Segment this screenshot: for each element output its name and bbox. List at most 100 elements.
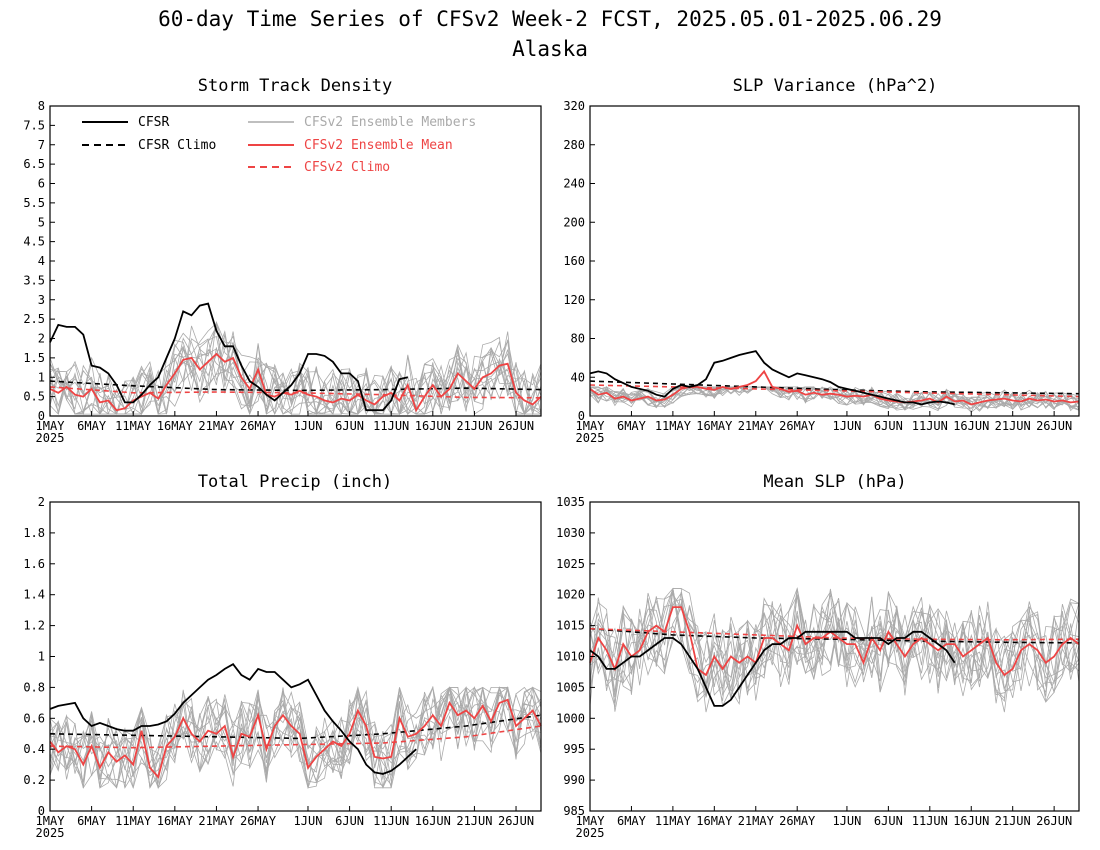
x-year-label: 2025	[36, 431, 65, 445]
y-tick-label: 1030	[556, 526, 585, 540]
series-line-cfsr-climo	[49, 380, 542, 392]
x-tick-label: 26JUN	[1036, 419, 1072, 433]
x-tick-label: 26MAY	[779, 419, 816, 433]
series-line-cfsr-climo	[589, 627, 1080, 644]
panel-plot: 0 0.5 1 1.5 2 2.5 3 3.5 4 4.5 5 5.5 6 6.5 7 7.5 8 1MAY 6MA…	[23, 99, 542, 445]
series-line-cfsr	[589, 350, 955, 406]
plot-frame	[589, 501, 1080, 812]
x-tick-label: 21JUN	[456, 419, 492, 433]
y-tick-label: 0.8	[23, 680, 45, 694]
y-tick-label: 1005	[556, 680, 585, 694]
ensemble-member-line	[49, 686, 542, 790]
plot-frame	[589, 105, 1080, 417]
x-year-label: 2025	[576, 826, 605, 840]
x-tick-label: 11JUN	[373, 419, 409, 433]
x-tick-label: 16JUN	[953, 419, 989, 433]
y-tick-label: 1.8	[23, 526, 45, 540]
x-tick-label: 6JUN	[874, 814, 903, 828]
series-line-cfsv2-climo	[49, 386, 542, 399]
y-tick-label: 1	[38, 650, 45, 664]
x-tick-label: 26MAY	[240, 814, 277, 828]
ensemble-member-line	[589, 591, 1080, 706]
x-tick-label: 26MAY	[240, 419, 277, 433]
x-tick-label: 1JUN	[294, 419, 323, 433]
y-tick-label: 0.4	[23, 742, 45, 756]
series-line-cfsr	[589, 630, 956, 707]
legend: CFSR CFSR Climo CFSv2 Ensemble Members C…	[82, 115, 476, 175]
y-tick-label: 3	[38, 293, 45, 307]
ensemble-member-line	[589, 601, 1080, 700]
series-line-cfsr	[49, 302, 409, 412]
y-tick-label: 2	[38, 332, 45, 346]
y-tick-label: 0	[578, 409, 585, 423]
ensemble-member-line	[49, 685, 542, 788]
y-tick-label: 1010	[556, 650, 585, 664]
y-tick-label: 6	[38, 177, 45, 191]
series-line-cfsr-climo	[49, 714, 542, 740]
x-tick-label: 21MAY	[738, 814, 775, 828]
y-tick-label: 6.5	[23, 157, 45, 171]
panel-total-precip: Total Precip (inch) 0 0.2 0.4 0.6 0.8 1 1.2 1.4…	[23, 472, 542, 840]
x-tick-label: 11MAY	[115, 419, 152, 433]
y-tick-label: 0.6	[23, 711, 45, 725]
x-tick-label: 21MAY	[738, 419, 775, 433]
x-tick-label: 16JUN	[415, 419, 451, 433]
x-tick-label: 6MAY	[617, 419, 647, 433]
y-tick-label: 4	[38, 254, 45, 268]
panel-mean-slp: Mean SLP (hPa) 985 990 995 1000 1005 1010 1015…	[556, 472, 1080, 840]
panel-storm-track-density: Storm Track Density 0 0.5 1 1.5 2 2.5 3 3.5 4 4.5…	[23, 76, 542, 445]
x-tick-label: 11MAY	[655, 814, 692, 828]
y-tick-label: 160	[563, 254, 585, 268]
y-tick-label: 1025	[556, 557, 585, 571]
legend-label-cfsv2-climo: CFSv2 Climo	[304, 160, 390, 175]
ensemble-member-line	[49, 322, 542, 416]
panel-title: Storm Track Density	[198, 76, 392, 96]
y-tick-label: 1.5	[23, 351, 45, 365]
x-tick-label: 11JUN	[912, 419, 948, 433]
x-tick-label: 6JUN	[874, 419, 903, 433]
x-tick-label: 26JUN	[498, 814, 534, 828]
panel-slp-variance: SLP Variance (hPa^2) 0 40 80 120 160 200 240 28…	[563, 76, 1080, 445]
ensemble-member-line	[49, 335, 542, 416]
y-tick-label: 0.2	[23, 773, 45, 787]
x-tick-label: 6MAY	[77, 814, 107, 828]
panel-title: Mean SLP (hPa)	[763, 472, 906, 492]
y-tick-label: 990	[563, 773, 585, 787]
y-tick-label: 320	[563, 99, 585, 113]
x-tick-label: 11JUN	[912, 814, 948, 828]
series-line-cfsr-climo	[589, 380, 1080, 395]
x-tick-label: 26MAY	[779, 814, 816, 828]
x-tick-label: 21JUN	[995, 419, 1031, 433]
y-tick-label: 0.5	[23, 390, 45, 404]
x-tick-label: 16MAY	[157, 814, 194, 828]
y-tick-label: 5.5	[23, 196, 45, 210]
y-tick-label: 1020	[556, 588, 585, 602]
series-line-cfsv2-ensemble-mean	[589, 606, 1080, 677]
x-tick-label: 16MAY	[157, 419, 194, 433]
ensemble-member-line	[49, 686, 542, 789]
x-tick-label: 26JUN	[498, 419, 534, 433]
y-tick-label: 120	[563, 293, 585, 307]
x-tick-label: 1JUN	[832, 814, 861, 828]
y-tick-label: 280	[563, 138, 585, 152]
panel-title: SLP Variance (hPa^2)	[733, 76, 938, 96]
y-tick-label: 7	[38, 138, 45, 152]
ensemble-member-line	[49, 335, 542, 416]
series-line-cfsv2-ensemble-mean	[589, 369, 1080, 406]
y-tick-label: 1.4	[23, 588, 45, 602]
y-tick-label: 1.2	[23, 619, 45, 633]
x-year-label: 2025	[36, 826, 65, 840]
x-year-label: 2025	[576, 431, 605, 445]
figure-title: 60-day Time Series of CFSv2 Week-2 FCST,…	[158, 7, 942, 31]
y-tick-label: 5	[38, 215, 45, 229]
y-tick-label: 985	[563, 804, 585, 818]
ensemble-member-line	[49, 331, 542, 416]
x-tick-label: 21JUN	[995, 814, 1031, 828]
ensemble-member-line	[589, 587, 1080, 698]
series-line-cfsr	[49, 663, 417, 775]
x-tick-label: 1MAY	[36, 814, 66, 828]
y-tick-label: 1	[38, 370, 45, 384]
ensemble-member-line	[49, 685, 542, 790]
